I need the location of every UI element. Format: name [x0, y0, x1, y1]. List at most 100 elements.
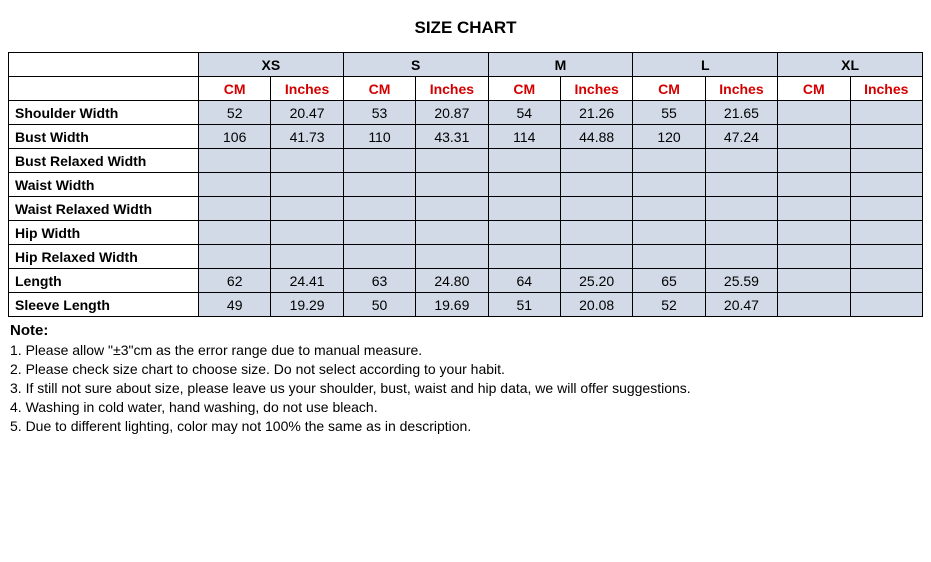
- unit-header: Inches: [560, 77, 632, 101]
- size-header: L: [633, 53, 778, 77]
- notes-heading: Note:: [10, 321, 921, 341]
- data-cell: 120: [633, 125, 705, 149]
- table-row: Bust Relaxed Width: [9, 149, 923, 173]
- unit-header: CM: [199, 77, 271, 101]
- size-header: XS: [199, 53, 344, 77]
- data-cell: 49: [199, 293, 271, 317]
- note-item: 1. Please allow "±3"cm as the error rang…: [10, 341, 921, 360]
- data-cell: [199, 149, 271, 173]
- data-cell: [488, 173, 560, 197]
- table-row: Bust Width10641.7311043.3111444.8812047.…: [9, 125, 923, 149]
- unit-header: CM: [778, 77, 850, 101]
- data-cell: [633, 149, 705, 173]
- data-cell: 20.87: [416, 101, 488, 125]
- data-cell: [705, 221, 777, 245]
- data-cell: [271, 149, 343, 173]
- blank-corner: [9, 53, 199, 77]
- data-cell: 20.47: [271, 101, 343, 125]
- data-cell: [778, 221, 850, 245]
- data-cell: 19.29: [271, 293, 343, 317]
- data-cell: [271, 221, 343, 245]
- data-cell: [778, 269, 850, 293]
- data-cell: [488, 197, 560, 221]
- size-header-row: XS S M L XL: [9, 53, 923, 77]
- data-cell: 44.88: [560, 125, 632, 149]
- data-cell: [850, 173, 922, 197]
- measurement-label: Hip Relaxed Width: [9, 245, 199, 269]
- data-cell: 54: [488, 101, 560, 125]
- notes-section: Note: 1. Please allow "±3"cm as the erro…: [8, 317, 923, 440]
- data-cell: 20.08: [560, 293, 632, 317]
- data-cell: [850, 125, 922, 149]
- data-cell: [633, 245, 705, 269]
- data-cell: 25.59: [705, 269, 777, 293]
- data-cell: 62: [199, 269, 271, 293]
- data-cell: 50: [343, 293, 415, 317]
- data-cell: [271, 173, 343, 197]
- data-cell: 106: [199, 125, 271, 149]
- data-cell: 24.80: [416, 269, 488, 293]
- note-item: 4. Washing in cold water, hand washing, …: [10, 398, 921, 417]
- size-header: S: [343, 53, 488, 77]
- data-cell: [850, 149, 922, 173]
- table-row: Hip Relaxed Width: [9, 245, 923, 269]
- measurement-label: Waist Relaxed Width: [9, 197, 199, 221]
- unit-header-row: CM Inches CM Inches CM Inches CM Inches …: [9, 77, 923, 101]
- data-cell: [416, 221, 488, 245]
- data-cell: 47.24: [705, 125, 777, 149]
- measurement-label: Sleeve Length: [9, 293, 199, 317]
- data-cell: 21.65: [705, 101, 777, 125]
- data-cell: [199, 221, 271, 245]
- measurement-label: Bust Relaxed Width: [9, 149, 199, 173]
- data-cell: [850, 197, 922, 221]
- data-cell: [199, 245, 271, 269]
- data-cell: [343, 173, 415, 197]
- data-cell: [778, 173, 850, 197]
- measurement-label: Hip Width: [9, 221, 199, 245]
- blank-label: [9, 77, 199, 101]
- data-cell: [778, 125, 850, 149]
- data-cell: [560, 221, 632, 245]
- data-cell: 53: [343, 101, 415, 125]
- unit-header: CM: [343, 77, 415, 101]
- data-cell: 20.47: [705, 293, 777, 317]
- note-item: 2. Please check size chart to choose siz…: [10, 360, 921, 379]
- table-row: Sleeve Length4919.295019.695120.085220.4…: [9, 293, 923, 317]
- data-cell: 19.69: [416, 293, 488, 317]
- data-cell: 24.41: [271, 269, 343, 293]
- data-cell: 110: [343, 125, 415, 149]
- unit-header: Inches: [705, 77, 777, 101]
- data-cell: [705, 197, 777, 221]
- data-cell: [199, 173, 271, 197]
- data-cell: [560, 197, 632, 221]
- size-chart-table: XS S M L XL CM Inches CM Inches CM Inche…: [8, 52, 923, 317]
- measurement-label: Waist Width: [9, 173, 199, 197]
- data-cell: [488, 149, 560, 173]
- data-cell: [778, 101, 850, 125]
- data-cell: [633, 197, 705, 221]
- data-cell: [488, 245, 560, 269]
- data-cell: 64: [488, 269, 560, 293]
- data-cell: 21.26: [560, 101, 632, 125]
- table-row: Shoulder Width5220.475320.875421.265521.…: [9, 101, 923, 125]
- data-cell: 43.31: [416, 125, 488, 149]
- data-cell: [271, 197, 343, 221]
- data-cell: [199, 197, 271, 221]
- size-header: XL: [778, 53, 923, 77]
- data-cell: [633, 173, 705, 197]
- unit-header: Inches: [271, 77, 343, 101]
- table-row: Hip Width: [9, 221, 923, 245]
- data-cell: [560, 245, 632, 269]
- data-cell: [343, 149, 415, 173]
- note-item: 5. Due to different lighting, color may …: [10, 417, 921, 436]
- data-cell: [633, 221, 705, 245]
- unit-header: Inches: [416, 77, 488, 101]
- data-cell: [416, 245, 488, 269]
- measurement-label: Length: [9, 269, 199, 293]
- data-cell: [778, 197, 850, 221]
- table-row: Length6224.416324.806425.206525.59: [9, 269, 923, 293]
- data-cell: [778, 149, 850, 173]
- data-cell: 25.20: [560, 269, 632, 293]
- data-cell: [560, 149, 632, 173]
- data-cell: [778, 245, 850, 269]
